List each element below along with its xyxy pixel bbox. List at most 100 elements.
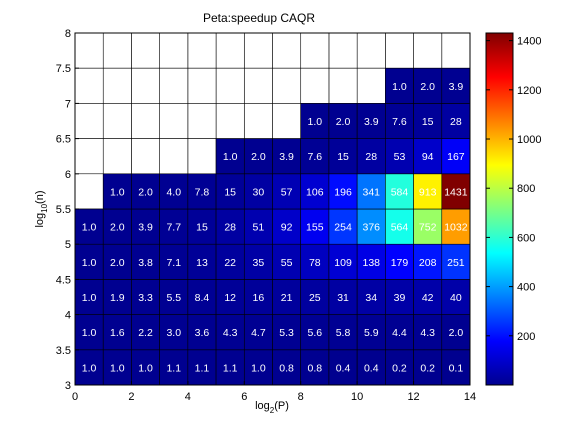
cell-value-label: 3.9 bbox=[138, 222, 153, 234]
cell-value-label: 5.9 bbox=[364, 327, 379, 339]
heatmap-cell bbox=[328, 279, 358, 315]
y-axis-label: log10(n) bbox=[34, 190, 49, 227]
cell-value-label: 3.9 bbox=[364, 116, 379, 128]
cell-value-label: 53 bbox=[394, 151, 406, 163]
cell-value-label: 5.6 bbox=[308, 327, 323, 339]
cell-value-label: 564 bbox=[391, 222, 409, 234]
cell-value-label: 208 bbox=[419, 257, 437, 269]
cell-value-label: 42 bbox=[422, 292, 434, 304]
empty-cell bbox=[187, 67, 217, 104]
empty-cell bbox=[131, 32, 160, 69]
cell-value-label: 51 bbox=[253, 222, 265, 234]
heatmap-cell bbox=[272, 349, 302, 386]
heatmap-cell bbox=[102, 173, 132, 210]
heatmap-cell bbox=[328, 103, 358, 139]
empty-cell bbox=[74, 32, 104, 69]
cell-value-label: 13 bbox=[196, 257, 208, 269]
heatmap-cell bbox=[74, 349, 104, 386]
x-tick-label: 4 bbox=[185, 391, 191, 403]
cell-value-label: 1.0 bbox=[392, 81, 407, 93]
empty-cell bbox=[385, 32, 414, 69]
heatmap-cell bbox=[356, 243, 386, 280]
cell-value-label: 0.2 bbox=[392, 362, 407, 374]
heatmap-cell bbox=[300, 349, 330, 386]
cell-value-label: 12 bbox=[224, 292, 236, 304]
cell-value-label: 40 bbox=[450, 292, 462, 304]
empty-cell bbox=[187, 138, 217, 175]
cell-value-label: 7.6 bbox=[308, 151, 323, 163]
cell-value-label: 28 bbox=[224, 222, 236, 234]
cell-value-label: 57 bbox=[281, 186, 293, 198]
cell-value-label: 2.0 bbox=[251, 151, 266, 163]
cell-value-label: 25 bbox=[309, 292, 321, 304]
cell-value-label: 4.4 bbox=[392, 327, 407, 339]
cell-value-label: 1.6 bbox=[110, 327, 125, 339]
y-tick-label: 5 bbox=[65, 239, 71, 251]
cell-value-label: 3.3 bbox=[138, 292, 153, 304]
empty-cell bbox=[102, 32, 132, 69]
heatmap-cell bbox=[272, 314, 302, 351]
cell-value-label: 4.0 bbox=[166, 186, 181, 198]
x-tick-label: 0 bbox=[72, 391, 78, 403]
colorbar-tick-label: 200 bbox=[517, 331, 535, 343]
cell-value-label: 1.1 bbox=[195, 362, 210, 374]
y-tick-label: 7 bbox=[65, 98, 71, 110]
cell-value-label: 21 bbox=[281, 292, 293, 304]
heatmap-cell bbox=[131, 279, 160, 315]
cell-value-label: 0.1 bbox=[449, 362, 464, 374]
empty-cell bbox=[131, 138, 160, 175]
cell-value-label: 34 bbox=[365, 292, 377, 304]
cell-value-label: 15 bbox=[224, 186, 236, 198]
cell-value-label: 1.0 bbox=[308, 116, 323, 128]
heatmap-cell bbox=[385, 243, 414, 280]
heatmap-cell bbox=[74, 243, 104, 280]
y-tick-label: 6 bbox=[65, 169, 71, 181]
empty-cell bbox=[102, 67, 132, 104]
colorbar-tick-label: 1400 bbox=[517, 36, 541, 48]
heatmap-cell bbox=[187, 314, 217, 351]
y-tick-label: 4.5 bbox=[56, 274, 71, 286]
empty-cell bbox=[243, 103, 273, 139]
cell-value-label: 35 bbox=[253, 257, 265, 269]
cell-value-label: 2.0 bbox=[420, 81, 435, 93]
heatmap-cell bbox=[187, 243, 217, 280]
heatmap-cell bbox=[385, 314, 414, 351]
x-axis-label: log2(P) bbox=[255, 400, 289, 415]
heatmap-cell bbox=[300, 279, 330, 315]
cell-value-label: 3.9 bbox=[449, 81, 464, 93]
y-tick-label: 4 bbox=[65, 310, 71, 322]
heatmap-cell bbox=[159, 173, 189, 210]
heatmap-cell bbox=[356, 138, 386, 175]
cell-value-label: 1.0 bbox=[110, 186, 125, 198]
x-tick-label: 2 bbox=[128, 391, 134, 403]
cell-value-label: 2.0 bbox=[138, 186, 153, 198]
empty-cell bbox=[328, 32, 358, 69]
cell-value-label: 1.9 bbox=[110, 292, 125, 304]
y-tick-label: 8 bbox=[65, 28, 71, 40]
cell-value-label: 94 bbox=[422, 151, 434, 163]
cell-value-label: 2.0 bbox=[110, 222, 125, 234]
heatmap-cell bbox=[187, 279, 217, 315]
empty-cell bbox=[74, 173, 104, 210]
heatmap-cell bbox=[159, 314, 189, 351]
cell-value-label: 7.1 bbox=[166, 257, 181, 269]
empty-cell bbox=[243, 32, 273, 69]
heatmap-cell bbox=[441, 67, 471, 104]
cell-value-label: 1.0 bbox=[138, 362, 153, 374]
empty-cell bbox=[74, 103, 104, 139]
cell-value-label: 5.8 bbox=[336, 327, 351, 339]
empty-cell bbox=[159, 103, 189, 139]
empty-cell bbox=[328, 67, 358, 104]
heatmap-cell bbox=[243, 138, 273, 175]
y-tick-label: 3.5 bbox=[56, 345, 71, 357]
heatmap-cell bbox=[272, 243, 302, 280]
heatmap-cell bbox=[300, 103, 330, 139]
cell-value-label: 3.9 bbox=[279, 151, 294, 163]
cell-value-label: 4.7 bbox=[251, 327, 266, 339]
cell-value-label: 1.1 bbox=[166, 362, 181, 374]
cell-value-label: 7.8 bbox=[195, 186, 210, 198]
heatmap-cell bbox=[74, 279, 104, 315]
cell-value-label: 15 bbox=[196, 222, 208, 234]
heatmap-cell bbox=[131, 349, 160, 386]
empty-cell bbox=[74, 138, 104, 175]
